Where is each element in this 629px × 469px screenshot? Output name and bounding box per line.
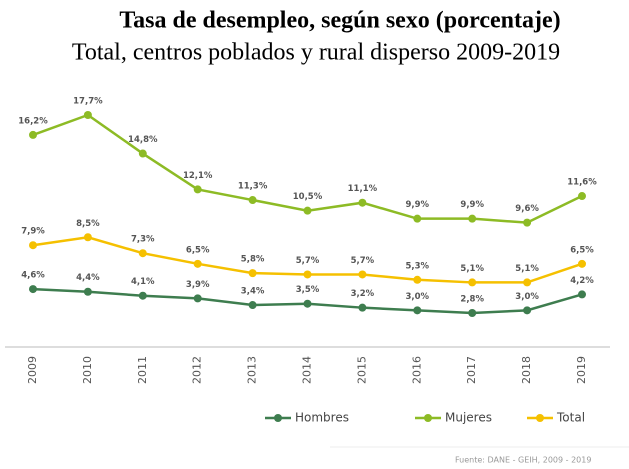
chart-subtitle: Total, centros poblados y rural disperso… [72, 40, 560, 66]
data-label: 5,7% [351, 256, 375, 266]
point [413, 214, 422, 223]
legend-label: Hombres [295, 411, 349, 425]
x-tick-label: 2012 [191, 356, 204, 384]
point [248, 269, 257, 278]
point [578, 290, 586, 299]
data-label: 3,5% [296, 285, 320, 295]
point [413, 306, 422, 315]
point [468, 214, 477, 223]
data-label: 5,3% [406, 261, 430, 271]
point [303, 270, 312, 279]
data-label: 6,5% [570, 245, 594, 255]
data-label: 3,2% [351, 289, 375, 299]
point [193, 259, 202, 268]
data-label: 11,6% [567, 178, 597, 188]
data-label: 6,5% [186, 245, 210, 255]
data-label: 12,1% [183, 171, 213, 181]
point [468, 278, 477, 287]
data-label: 3,9% [186, 280, 210, 290]
x-tick-label: 2019 [575, 356, 588, 384]
point [83, 233, 92, 242]
point [358, 198, 367, 207]
point [303, 299, 312, 308]
data-label: 5,1% [515, 264, 539, 274]
x-tick-label: 2014 [301, 356, 314, 384]
point [248, 301, 257, 310]
point [523, 306, 532, 315]
data-label: 4,2% [570, 276, 594, 286]
x-tick-label: 2010 [81, 356, 94, 384]
point [29, 285, 37, 294]
x-tick-label: 2011 [136, 356, 149, 384]
legend-marker [536, 414, 544, 422]
data-label: 3,0% [515, 292, 539, 302]
data-label: 4,6% [21, 271, 45, 281]
point [29, 130, 37, 139]
data-label: 8,5% [76, 219, 100, 229]
x-tick-label: 2018 [520, 356, 533, 384]
point [468, 309, 477, 317]
point [138, 291, 147, 300]
legend-label: Total [556, 411, 585, 425]
data-label: 5,8% [241, 255, 265, 265]
point [523, 218, 532, 227]
data-label: 17,7% [73, 97, 103, 107]
data-label: 11,3% [238, 182, 268, 192]
point [578, 259, 586, 268]
x-tick-label: 2017 [465, 356, 478, 384]
point [358, 303, 367, 312]
data-label: 10,5% [293, 192, 323, 202]
point [523, 278, 532, 287]
x-tick-label: 2009 [26, 356, 39, 384]
data-label: 11,1% [348, 184, 378, 194]
point [303, 206, 312, 215]
point [83, 111, 92, 119]
data-label: 7,3% [131, 235, 155, 245]
data-label: 5,7% [296, 256, 320, 266]
x-tick-label: 2013 [246, 356, 259, 384]
data-label: 4,4% [76, 273, 100, 283]
point [193, 294, 202, 303]
legend-label: Mujeres [445, 411, 492, 425]
point [413, 275, 422, 284]
point [578, 192, 586, 201]
data-label: 4,1% [131, 277, 155, 287]
legend-marker [424, 414, 432, 422]
data-label: 14,8% [128, 135, 158, 145]
data-label: 9,9% [406, 200, 430, 210]
chart-title: Tasa de desempleo, según sexo (porcentaj… [119, 8, 560, 34]
data-label: 2,8% [460, 295, 484, 305]
source: Fuente: DANE - GEIH, 2009 - 2019 [455, 456, 591, 465]
x-tick-label: 2016 [410, 356, 423, 384]
data-label: 3,0% [406, 292, 430, 302]
point [29, 241, 37, 250]
data-label: 16,2% [18, 116, 48, 126]
point [83, 287, 92, 296]
series-line [32, 113, 583, 224]
point [248, 196, 257, 205]
data-label: 3,4% [241, 287, 265, 297]
x-tick-label: 2015 [355, 356, 368, 384]
point [138, 149, 147, 158]
data-label: 7,9% [21, 227, 45, 237]
data-label: 9,9% [460, 200, 484, 210]
point [193, 185, 202, 194]
point [358, 270, 367, 279]
point [138, 249, 147, 258]
data-label: 5,1% [460, 264, 484, 274]
data-label: 9,6% [515, 204, 539, 214]
legend-marker [274, 414, 282, 422]
